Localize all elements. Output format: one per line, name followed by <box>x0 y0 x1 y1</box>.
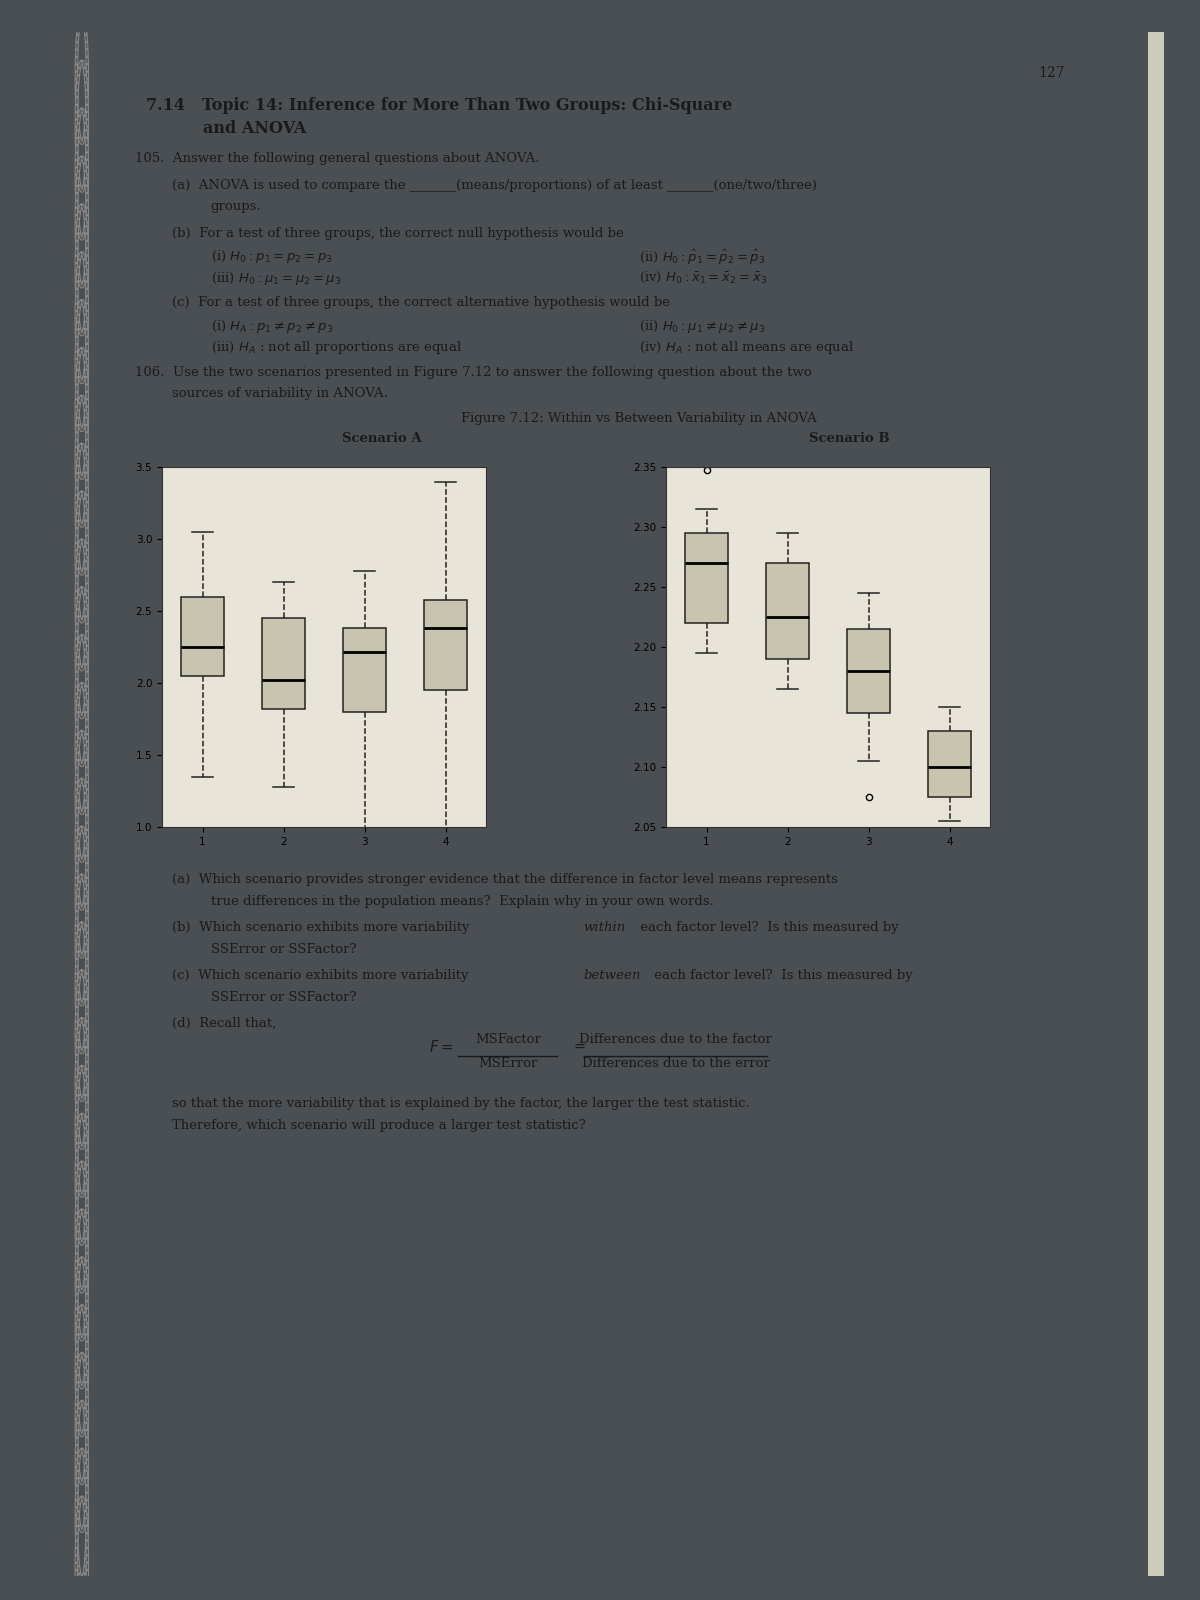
Text: $F =$: $F =$ <box>430 1038 452 1054</box>
Text: groups.: groups. <box>211 200 262 213</box>
Text: (c)  For a test of three groups, the correct alternative hypothesis would be: (c) For a test of three groups, the corr… <box>172 296 670 309</box>
Text: Scenario A: Scenario A <box>342 432 421 445</box>
Text: (a)  ANOVA is used to compare the _______(means/proportions) of at least _______: (a) ANOVA is used to compare the _______… <box>172 179 817 192</box>
Text: (ii) $H_0 : \hat{p}_1 = \hat{p}_2 = \hat{p}_3$: (ii) $H_0 : \hat{p}_1 = \hat{p}_2 = \hat… <box>640 248 766 267</box>
PathPatch shape <box>685 533 727 624</box>
Text: (c)  Which scenario exhibits more variability: (c) Which scenario exhibits more variabi… <box>172 970 473 982</box>
Text: (iv) $H_A$ : not all means are equal: (iv) $H_A$ : not all means are equal <box>640 339 854 357</box>
Text: (i) $H_A : p_1 \neq p_2 \neq p_3$: (i) $H_A : p_1 \neq p_2 \neq p_3$ <box>211 318 334 334</box>
Text: each factor level?  Is this measured by: each factor level? Is this measured by <box>649 970 912 982</box>
Text: (iii) $H_A$ : not all proportions are equal: (iii) $H_A$ : not all proportions are eq… <box>211 339 462 357</box>
PathPatch shape <box>847 629 889 714</box>
Text: (ii) $H_0 : \mu_1 \neq \mu_2 \neq \mu_3$: (ii) $H_0 : \mu_1 \neq \mu_2 \neq \mu_3$ <box>640 318 766 334</box>
PathPatch shape <box>767 563 809 659</box>
Text: SSError or SSFactor?: SSError or SSFactor? <box>211 990 356 1003</box>
Text: true differences in the population means?  Explain why in your own words.: true differences in the population means… <box>211 894 714 909</box>
Text: 7.14   Topic 14: Inference for More Than Two Groups: Chi-Square: 7.14 Topic 14: Inference for More Than T… <box>145 98 732 114</box>
PathPatch shape <box>929 731 971 797</box>
Text: Scenario B: Scenario B <box>809 432 889 445</box>
Text: 105.  Answer the following general questions about ANOVA.: 105. Answer the following general questi… <box>134 152 540 165</box>
PathPatch shape <box>181 597 223 675</box>
Text: (b)  For a test of three groups, the correct null hypothesis would be: (b) For a test of three groups, the corr… <box>172 227 624 240</box>
Text: Differences due to the error: Differences due to the error <box>582 1058 769 1070</box>
Text: each factor level?  Is this measured by: each factor level? Is this measured by <box>636 922 899 934</box>
Text: Figure 7.12: Within vs Between Variability in ANOVA: Figure 7.12: Within vs Between Variabili… <box>461 411 817 426</box>
Text: sources of variability in ANOVA.: sources of variability in ANOVA. <box>172 387 388 400</box>
Text: Therefore, which scenario will produce a larger test statistic?: Therefore, which scenario will produce a… <box>172 1118 586 1131</box>
Text: and ANOVA: and ANOVA <box>203 120 307 138</box>
Text: so that the more variability that is explained by the factor, the larger the tes: so that the more variability that is exp… <box>172 1098 750 1110</box>
Text: (d)  Recall that,: (d) Recall that, <box>172 1018 276 1030</box>
PathPatch shape <box>263 619 305 709</box>
Text: between: between <box>583 970 641 982</box>
Text: MSError: MSError <box>478 1058 538 1070</box>
Text: $=$: $=$ <box>571 1038 587 1053</box>
Text: within: within <box>583 922 625 934</box>
Text: (i) $H_0 : p_1 = p_2 = p_3$: (i) $H_0 : p_1 = p_2 = p_3$ <box>211 248 332 266</box>
FancyBboxPatch shape <box>1148 32 1164 1576</box>
Text: (a)  Which scenario provides stronger evidence that the difference in factor lev: (a) Which scenario provides stronger evi… <box>172 874 838 886</box>
Text: 106.  Use the two scenarios presented in Figure 7.12 to answer the following que: 106. Use the two scenarios presented in … <box>134 365 811 379</box>
Text: SSError or SSFactor?: SSError or SSFactor? <box>211 942 356 955</box>
Text: 127: 127 <box>1038 66 1064 80</box>
Text: Differences due to the factor: Differences due to the factor <box>580 1032 772 1045</box>
Text: (b)  Which scenario exhibits more variability: (b) Which scenario exhibits more variabi… <box>172 922 474 934</box>
Text: (iv) $H_0 : \bar{x}_1 = \bar{x}_2 = \bar{x}_3$: (iv) $H_0 : \bar{x}_1 = \bar{x}_2 = \bar… <box>640 270 767 285</box>
Text: (iii) $H_0 : \mu_1 = \mu_2 = \mu_3$: (iii) $H_0 : \mu_1 = \mu_2 = \mu_3$ <box>211 270 341 286</box>
PathPatch shape <box>343 629 385 712</box>
PathPatch shape <box>425 600 467 691</box>
Text: MSFactor: MSFactor <box>475 1032 541 1045</box>
